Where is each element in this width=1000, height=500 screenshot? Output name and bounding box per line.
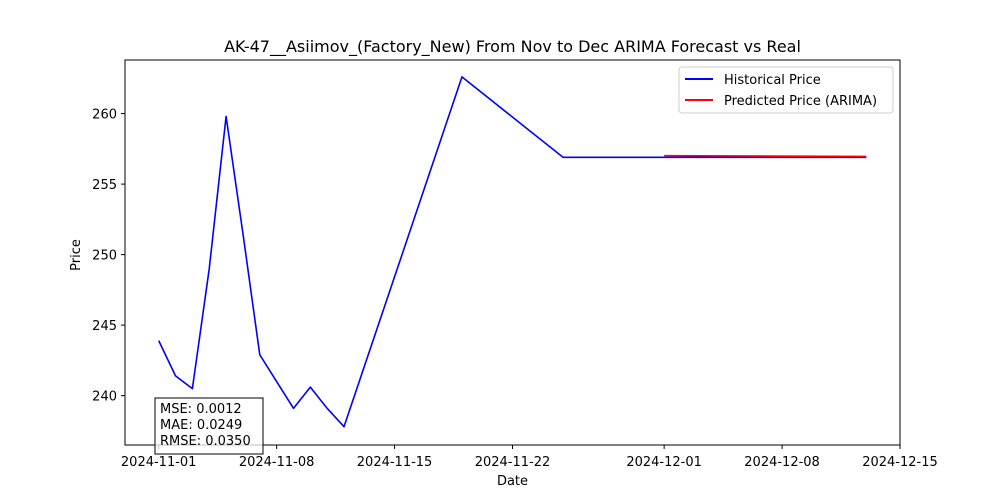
- metrics-box: [154, 397, 264, 455]
- plot-area: [124, 59, 901, 446]
- metric-mse: MSE: 0.0012: [160, 402, 242, 417]
- y-tick-label: 260: [92, 108, 117, 123]
- x-tick-label: 2024-11-08: [239, 455, 315, 470]
- metric-mae: MAE: 0.0249: [160, 418, 242, 433]
- y-tick-label: 255: [92, 178, 117, 193]
- metric-rmse: RMSE: 0.0350: [160, 434, 251, 449]
- x-tick-label: 2024-11-22: [475, 455, 551, 470]
- metrics-annotation: MSE: 0.0012 MAE: 0.0249 RMSE: 0.0350: [154, 397, 264, 455]
- legend-label-historical: Historical Price: [724, 73, 821, 88]
- x-tick-label: 2024-11-01: [121, 455, 197, 470]
- y-tick-label: 240: [92, 390, 117, 405]
- y-tick-label: 245: [92, 319, 117, 334]
- x-tick-label: 2024-12-15: [862, 455, 938, 470]
- legend: Historical Price Predicted Price (ARIMA): [678, 66, 894, 114]
- y-axis-label: Price: [69, 239, 84, 271]
- series-line-1: [664, 154, 867, 158]
- x-tick-label: 2024-12-01: [626, 455, 702, 470]
- legend-box: [678, 66, 894, 114]
- x-axis: 2024-11-01 2024-11-08 2024-11-15 2024-11-22…: [121, 445, 938, 470]
- series-line-0: [157, 76, 867, 428]
- chart-title: AK-47__Asiimov_(Factory_New) From Nov to…: [224, 37, 801, 57]
- y-tick-label: 250: [92, 249, 117, 264]
- x-axis-label: Date: [497, 474, 528, 489]
- x-tick-label: 2024-12-08: [744, 455, 820, 470]
- x-tick-label: 2024-11-15: [357, 455, 433, 470]
- legend-label-predicted: Predicted Price (ARIMA): [724, 94, 877, 109]
- y-axis: 240 245 250 255 260: [92, 108, 125, 405]
